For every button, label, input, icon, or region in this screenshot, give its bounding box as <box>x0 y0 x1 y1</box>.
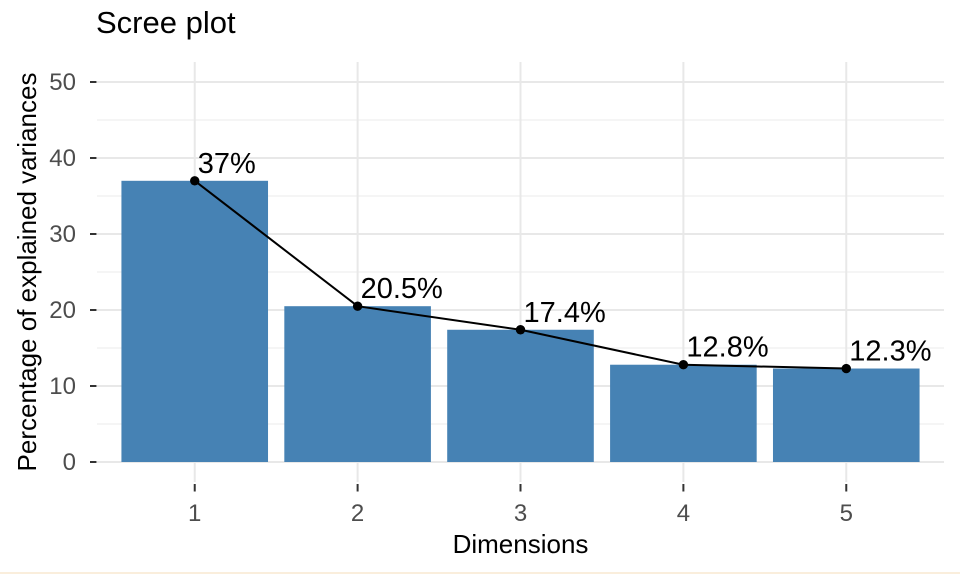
x-tick-label: 2 <box>351 500 364 527</box>
data-point-label: 37% <box>198 148 256 180</box>
bar <box>610 364 757 463</box>
data-point <box>352 301 363 311</box>
y-tick-label: 20 <box>49 297 76 324</box>
y-tick-label: 10 <box>49 373 76 400</box>
y-tick-label: 50 <box>49 69 76 96</box>
x-tick-label: 3 <box>514 500 527 527</box>
data-point-label: 17.4% <box>524 297 606 329</box>
data-point <box>841 363 851 374</box>
data-point-label: 20.5% <box>361 273 443 305</box>
bottom-accent-line <box>0 572 960 574</box>
chart-title: Scree plot <box>96 5 236 40</box>
data-point <box>190 176 200 186</box>
bar <box>772 368 920 463</box>
bar <box>121 180 269 463</box>
y-tick-label: 40 <box>49 145 76 172</box>
bar <box>284 306 431 463</box>
x-tick-label: 5 <box>840 500 853 527</box>
data-point <box>678 360 689 370</box>
data-point-label: 12.8% <box>686 332 768 364</box>
y-tick-label: 30 <box>49 221 76 248</box>
data-point <box>515 325 526 335</box>
bar <box>447 329 594 463</box>
y-tick-label: 0 <box>63 449 76 476</box>
data-point-label: 12.3% <box>849 336 931 368</box>
x-tick-label: 1 <box>188 500 201 527</box>
x-axis-title: Dimensions <box>452 529 589 559</box>
x-tick-label: 4 <box>677 500 690 527</box>
